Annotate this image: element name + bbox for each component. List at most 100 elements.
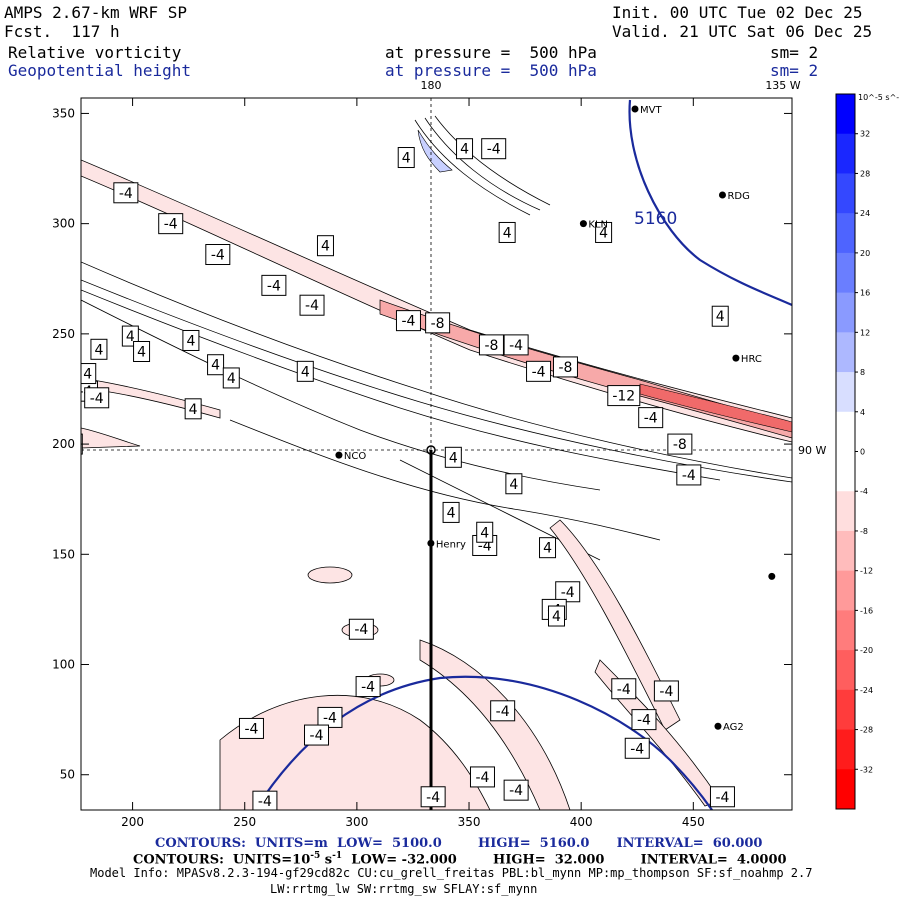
contour-label: -4 bbox=[395, 310, 421, 332]
contour-label: -4 bbox=[304, 724, 330, 746]
station-dot bbox=[427, 539, 435, 547]
height-contour-north bbox=[628, 99, 792, 307]
contour-label-text: -12 bbox=[612, 389, 635, 405]
contour-label: 4 bbox=[539, 537, 557, 559]
contour-label: 4 bbox=[498, 221, 516, 243]
contour-label: -4 bbox=[348, 618, 374, 640]
contour-label-text: 4 bbox=[599, 225, 608, 241]
station-label: AG2 bbox=[723, 722, 744, 733]
colorbar-tick-label: 28 bbox=[860, 169, 870, 178]
contour-label: 4 bbox=[207, 354, 225, 376]
contour-label: -4 bbox=[611, 678, 637, 700]
contour-label-text: -4 bbox=[659, 684, 673, 700]
footer-vorticity-contours: CONTOURS: UNITS=10-5 s-1 LOW= -32.000 HI… bbox=[133, 851, 787, 867]
colorbar-tick-label: 8 bbox=[860, 368, 865, 377]
station-label: Henry bbox=[436, 539, 466, 550]
station-dot bbox=[579, 220, 587, 228]
contour-label: -4 bbox=[252, 790, 278, 810]
x-tick-label: 200 bbox=[121, 815, 144, 829]
contour-label: -4 bbox=[490, 700, 516, 722]
contour-label-text: 4 bbox=[449, 450, 458, 466]
contour-label: -4 bbox=[420, 786, 446, 808]
contour-label-text: -4 bbox=[323, 710, 337, 726]
neg-vorticity-band-core bbox=[639, 383, 792, 433]
contour-label: -4 bbox=[555, 581, 581, 603]
colorbar-segment bbox=[836, 292, 855, 333]
contour-label: 4 bbox=[182, 329, 200, 351]
contour-label-text: -4 bbox=[644, 411, 658, 427]
colorbar-segment bbox=[836, 729, 855, 770]
contour-label-text: -4 bbox=[354, 622, 368, 638]
contour-label: 4 bbox=[442, 501, 460, 523]
station-marker: HRC bbox=[732, 354, 762, 365]
station-marker: KLN bbox=[579, 220, 608, 231]
contour-label: -4 bbox=[299, 294, 325, 316]
model-title: AMPS 2.67-km WRF SP bbox=[4, 3, 188, 22]
contour-label-text: 4 bbox=[211, 358, 220, 374]
contour-label-text: -4 bbox=[211, 248, 225, 264]
station-dot bbox=[335, 451, 343, 459]
colorbar-tick-label: 24 bbox=[860, 209, 870, 218]
field2-smoothing: sm= 2 bbox=[770, 61, 819, 80]
contour-label: -4 bbox=[503, 334, 529, 356]
contour-label: -12 bbox=[607, 385, 641, 407]
contour-label-text: 4 bbox=[189, 402, 198, 418]
station-marker: Henry bbox=[427, 539, 466, 550]
field2-level: at pressure = 500 hPa bbox=[385, 61, 597, 80]
station-marker: RDG bbox=[718, 191, 750, 202]
contour-label-text: -4 bbox=[617, 682, 631, 698]
station-marker: NCO bbox=[335, 451, 366, 462]
x-tick-label: 450 bbox=[682, 815, 705, 829]
contour-label-text: -4 bbox=[164, 217, 178, 233]
contour-label-text: 4 bbox=[186, 333, 195, 349]
station-label: HRC bbox=[741, 354, 762, 365]
colorbar-tick-label: -20 bbox=[860, 646, 873, 655]
station-label: RDG bbox=[727, 191, 749, 202]
colorbar-segment bbox=[836, 689, 855, 731]
contour-label-text: -4 bbox=[90, 391, 104, 407]
contour-label-text: 4 bbox=[503, 225, 512, 241]
x-tick-label: 250 bbox=[233, 815, 256, 829]
station-dot bbox=[714, 722, 722, 730]
contour-label: -4 bbox=[503, 779, 529, 801]
contour-label-text: -4 bbox=[487, 142, 501, 158]
colorbar-tick-label: 20 bbox=[860, 249, 870, 258]
contour-label: -4 bbox=[653, 680, 679, 702]
contour-label-text: 4 bbox=[460, 142, 469, 158]
contour-label: -4 bbox=[624, 737, 650, 759]
y-tick-label: 200 bbox=[52, 437, 75, 451]
contour-label: -4 bbox=[481, 138, 507, 160]
colorbar-segment bbox=[836, 372, 855, 413]
footer-physics-info: LW:rrtmg_lw SW:rrtmg_sw SFLAY:sf_mynn bbox=[270, 882, 538, 896]
colorbar-segment bbox=[836, 769, 855, 810]
lon-label-135w: 135 W bbox=[765, 79, 800, 92]
colorbar-tick-label: -28 bbox=[860, 726, 873, 735]
contour-label: -4 bbox=[638, 407, 664, 429]
colorbar-tick-label: -8 bbox=[860, 527, 868, 536]
contour-label: -4 bbox=[631, 709, 657, 731]
colorbar-segment bbox=[836, 610, 855, 651]
contour-label-text: 4 bbox=[126, 329, 135, 345]
footer-model-info: Model Info: MPASv8.2.3-194-gf29cd82c CU:… bbox=[90, 866, 813, 880]
colorbar-tick-label: 0 bbox=[860, 448, 865, 457]
contour-label: -4 bbox=[676, 464, 702, 486]
y-tick-label: 250 bbox=[52, 327, 75, 341]
contour-label-text: 4 bbox=[227, 371, 236, 387]
colorbar-tick-label: -12 bbox=[860, 567, 873, 576]
colorbar-tick-label: 12 bbox=[860, 328, 870, 337]
contour-label-text: 4 bbox=[402, 151, 411, 167]
plot-frame bbox=[80, 97, 793, 811]
y-tick-label: 350 bbox=[52, 106, 75, 120]
contour-label-text: 4 bbox=[509, 477, 518, 493]
contour-label-text: -4 bbox=[310, 728, 324, 744]
contour-label: -8 bbox=[425, 312, 451, 334]
contour-label: 4 bbox=[397, 147, 415, 169]
footer-line2-exp2: -1 bbox=[332, 851, 343, 861]
contour-label-text: -4 bbox=[258, 794, 272, 810]
station-marker: MVT bbox=[631, 105, 662, 116]
forecast-hour: Fcst. 117 h bbox=[4, 22, 120, 41]
contour-label-text: 4 bbox=[321, 239, 330, 255]
contour-label: 4 bbox=[595, 221, 613, 243]
contour-label-text: 4 bbox=[137, 344, 146, 360]
